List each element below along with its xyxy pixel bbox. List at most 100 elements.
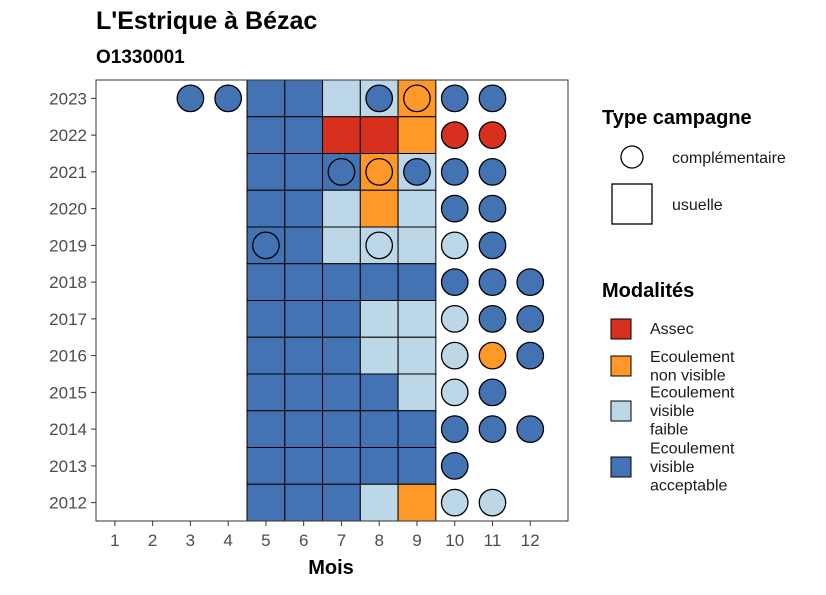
heatmap-cell xyxy=(246,410,286,448)
observation-point xyxy=(478,488,507,517)
legend-fill-label: Ecoulement xyxy=(650,385,735,402)
heatmap-cell xyxy=(246,153,286,191)
heatmap-cell xyxy=(246,263,286,301)
heatmap-cell xyxy=(246,483,286,522)
observation-point xyxy=(478,415,507,444)
y-tick-label: 2014 xyxy=(49,420,87,439)
heatmap-cell xyxy=(359,373,399,412)
observation-point xyxy=(403,157,431,186)
observation-point xyxy=(440,451,469,480)
heatmap-cell xyxy=(284,447,324,485)
plot-area xyxy=(176,79,545,522)
observation-point xyxy=(516,304,545,333)
x-tick-label: 11 xyxy=(484,531,502,550)
legend-shape-label: complémentaire xyxy=(672,150,786,167)
x-tick-label: 9 xyxy=(412,531,421,550)
y-tick-label: 2018 xyxy=(49,273,87,292)
heatmap-cell xyxy=(284,189,324,228)
y-tick-label: 2015 xyxy=(49,383,87,402)
observation-point xyxy=(478,84,507,113)
heatmap-cell xyxy=(322,410,361,448)
heatmap-cell xyxy=(284,226,324,265)
heatmap-cell xyxy=(284,263,324,301)
heatmap-cell xyxy=(246,79,286,118)
legend-fill-label: non visible xyxy=(650,367,726,384)
x-tick-label: 6 xyxy=(299,531,308,550)
heatmap-cell xyxy=(246,336,286,375)
y-tick-label: 2017 xyxy=(49,310,87,329)
plot-border xyxy=(95,79,569,522)
heatmap-cell xyxy=(359,116,399,154)
legend-fill-label: Ecoulement xyxy=(650,349,735,366)
observation-point xyxy=(440,194,469,223)
observation-point xyxy=(516,268,545,297)
heatmap-cell xyxy=(397,189,437,228)
chart-title: L'Estrique à Bézac xyxy=(96,7,317,35)
heatmap-cell xyxy=(322,189,361,228)
y-tick-label: 2019 xyxy=(49,236,87,255)
heatmap-cell xyxy=(284,79,324,118)
heatmap-cell xyxy=(284,336,324,375)
heatmap-cell xyxy=(397,447,437,485)
x-tick-label: 12 xyxy=(521,531,540,550)
heatmap-cell xyxy=(284,300,324,338)
heatmap-cell xyxy=(322,79,361,118)
observation-point xyxy=(403,84,431,113)
heatmap-cell xyxy=(322,483,361,522)
x-tick-label: 3 xyxy=(186,531,195,550)
heatmap-cell xyxy=(322,300,361,338)
heatmap-cell xyxy=(397,410,437,448)
legend-fill-key xyxy=(610,456,632,478)
observation-point xyxy=(478,304,507,333)
y-tick-label: 2020 xyxy=(49,200,87,219)
x-tick-label: 8 xyxy=(374,531,383,550)
heatmap-cell xyxy=(397,336,437,375)
observation-point xyxy=(440,304,469,333)
heatmap-cell xyxy=(246,189,286,228)
observation-point xyxy=(440,415,469,444)
x-tick-label: 1 xyxy=(110,531,119,550)
heatmap-cell xyxy=(322,226,361,265)
legend-fill-label: visible xyxy=(650,459,695,476)
y-tick-label: 2016 xyxy=(49,347,87,366)
y-tick-label: 2021 xyxy=(49,163,87,182)
heatmap-cell xyxy=(322,336,361,375)
legend-fill-title: Modalités xyxy=(602,280,694,302)
heatmap-cell xyxy=(284,153,324,191)
legend-fill-key xyxy=(610,400,632,422)
legend-fill-label: visible xyxy=(650,403,695,420)
legend-shape-title: Type campagne xyxy=(602,107,752,129)
observation-point xyxy=(365,231,394,260)
observation-point xyxy=(176,84,205,113)
observation-point xyxy=(478,157,507,186)
observation-point xyxy=(440,378,469,407)
heatmap-cell xyxy=(359,189,399,228)
observation-point xyxy=(440,231,469,260)
legend-shape-label: usuelle xyxy=(672,197,723,214)
heatmap-cell xyxy=(246,373,286,412)
observation-point xyxy=(214,84,243,113)
legend-shape-square xyxy=(611,183,653,225)
y-tick-label: 2013 xyxy=(49,457,87,476)
x-tick-label: 4 xyxy=(223,531,232,550)
heatmap-cell xyxy=(246,116,286,154)
heatmap-cell xyxy=(397,263,437,301)
x-tick-label: 7 xyxy=(337,531,346,550)
legend-fill-key xyxy=(610,318,632,340)
heatmap-cell xyxy=(397,300,437,338)
observation-point xyxy=(440,341,469,370)
heatmap-cell xyxy=(246,300,286,338)
heatmap-cell xyxy=(359,410,399,448)
observation-point xyxy=(327,157,356,186)
observation-point xyxy=(440,488,469,517)
heatmap-cell xyxy=(359,483,399,522)
observation-point xyxy=(440,121,469,150)
y-tick-label: 2022 xyxy=(49,126,87,145)
observation-point xyxy=(252,231,280,260)
heatmap-cell xyxy=(359,447,399,485)
heatmap-cell xyxy=(284,410,324,448)
legend-fill-label: acceptable xyxy=(650,478,727,495)
observation-point xyxy=(478,194,507,223)
